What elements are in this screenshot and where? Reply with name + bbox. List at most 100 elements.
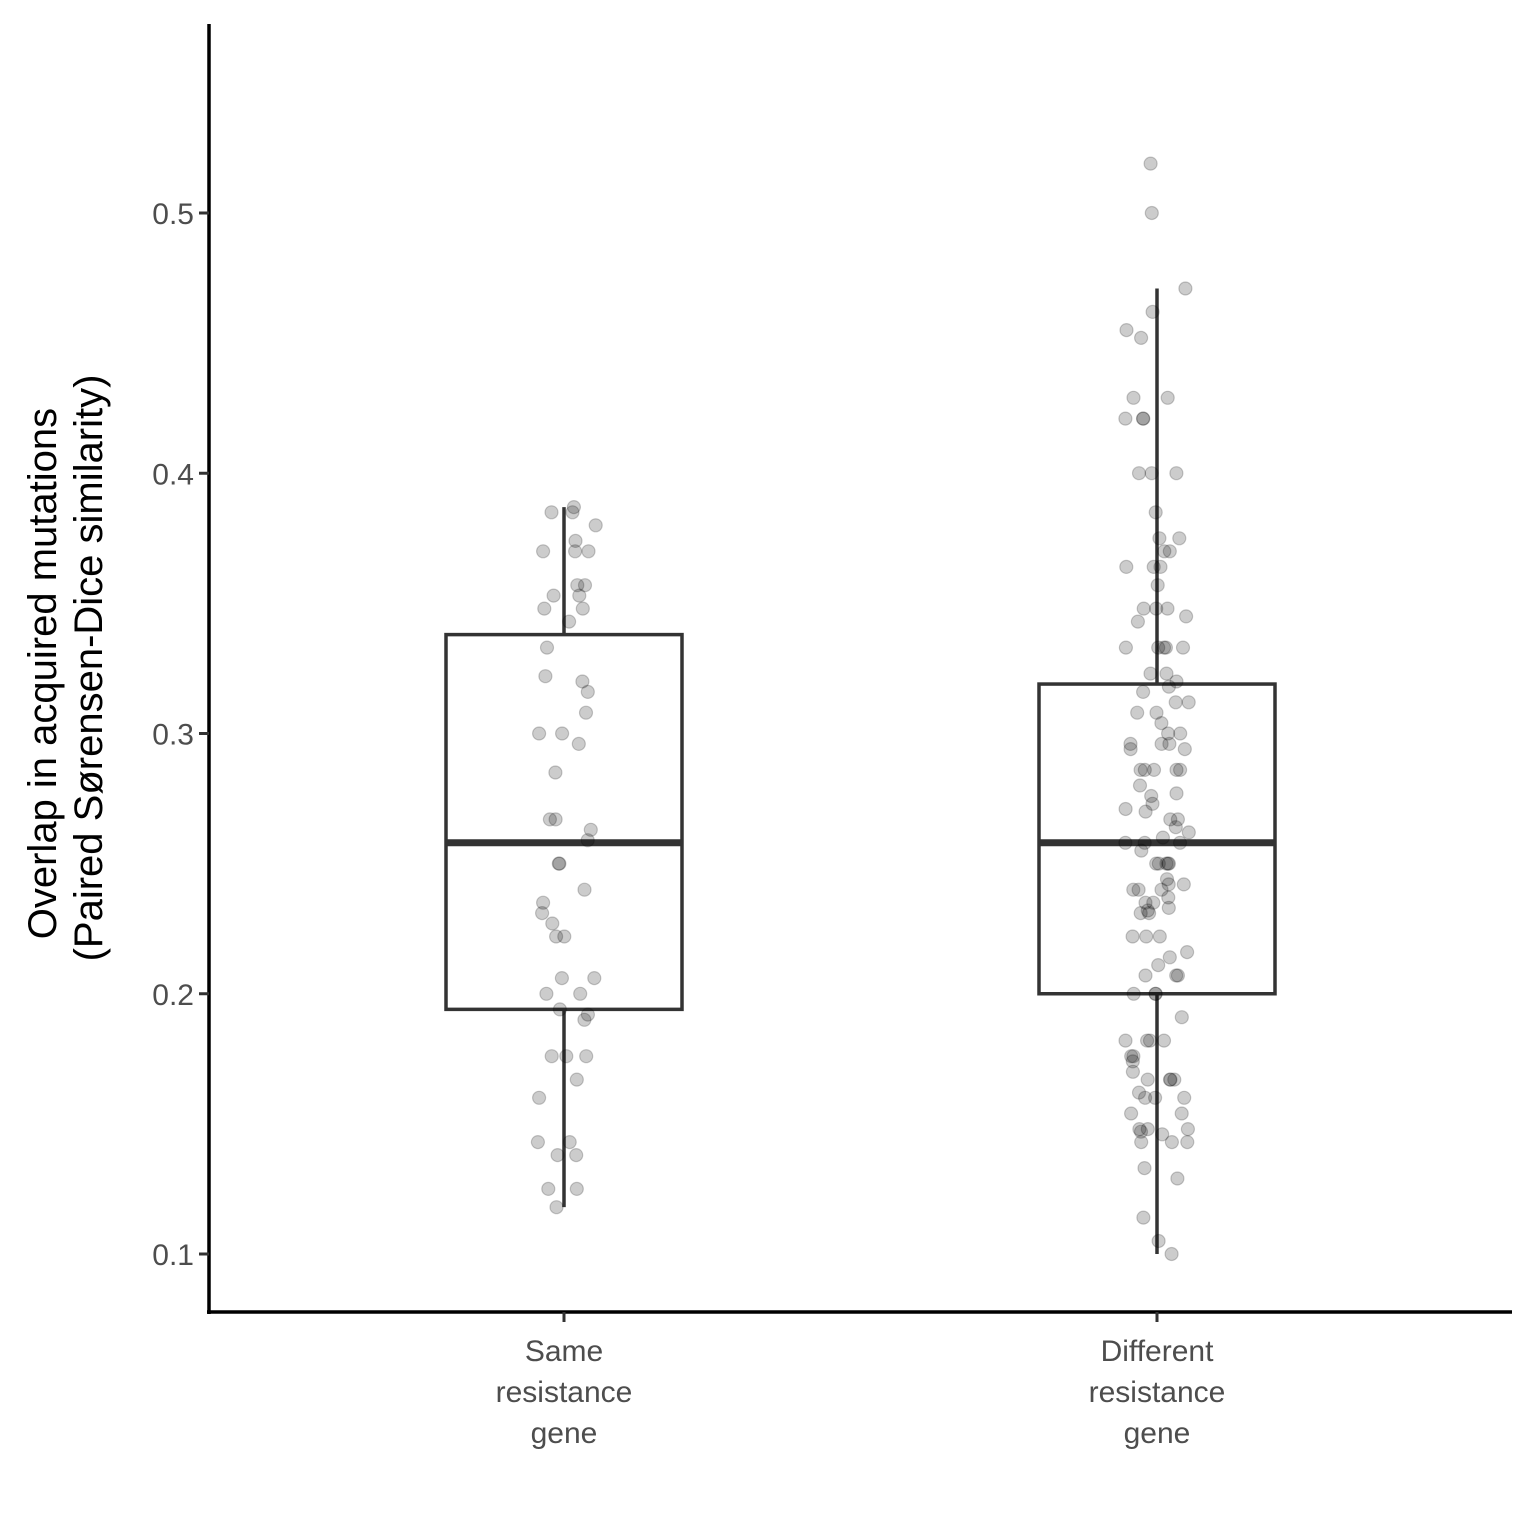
data-point — [1154, 882, 1169, 897]
data-point — [569, 1147, 584, 1163]
data-point — [1146, 559, 1161, 575]
data-point — [539, 640, 555, 655]
data-point — [1177, 741, 1192, 757]
data-point — [1140, 903, 1155, 918]
data-point — [1134, 843, 1149, 858]
data-point — [1151, 957, 1166, 973]
data-point — [1170, 968, 1186, 983]
data-point — [1137, 1160, 1152, 1176]
data-point — [541, 1181, 556, 1197]
y-axis-title-line-1: Overlap in acquired mutations — [21, 408, 65, 939]
data-point — [1163, 1072, 1178, 1087]
data-point — [1173, 726, 1188, 741]
data-point — [1148, 505, 1163, 520]
data-point — [578, 705, 594, 720]
y-tick-label: 0.1 — [152, 1239, 194, 1272]
data-point — [1125, 1064, 1141, 1079]
x-tick-label: Same resistance gene — [496, 1335, 633, 1450]
data-point — [1137, 1090, 1153, 1105]
y-tick-label: 0.5 — [152, 198, 194, 231]
data-point — [1136, 1210, 1151, 1225]
data-point — [535, 895, 551, 910]
data-point — [1169, 674, 1184, 689]
data-point — [1135, 411, 1151, 426]
data-point — [1136, 411, 1151, 426]
data-point — [545, 916, 560, 931]
data-point — [531, 726, 547, 741]
data-point — [549, 1200, 564, 1215]
x-tick-label-line: gene — [531, 1417, 598, 1450]
data-point — [1170, 1171, 1185, 1186]
data-point — [1180, 1134, 1195, 1150]
data-point — [1148, 986, 1163, 1001]
data-point — [1164, 1134, 1180, 1150]
data-point — [1138, 968, 1153, 983]
x-ticks: Same resistance gene Different resistance gen… — [496, 1312, 1225, 1450]
data-point — [568, 533, 583, 549]
data-point — [544, 1049, 559, 1064]
data-point — [1159, 872, 1175, 887]
data-point — [1152, 929, 1167, 944]
data-point — [1146, 895, 1161, 910]
y-tick-label: 0.3 — [152, 719, 194, 752]
data-point — [1169, 968, 1184, 983]
data-point — [1149, 705, 1164, 720]
data-point — [1155, 1127, 1170, 1142]
data-point — [1179, 944, 1195, 960]
data-point — [535, 544, 551, 559]
data-point — [1145, 796, 1160, 811]
data-point — [1133, 330, 1149, 345]
data-point — [1161, 856, 1177, 871]
data-point — [1131, 1085, 1147, 1100]
data-point — [1149, 856, 1164, 871]
data-point — [559, 1049, 574, 1064]
data-point — [1123, 1106, 1139, 1121]
data-point — [577, 578, 593, 593]
data-point — [1176, 877, 1191, 892]
data-point — [1118, 835, 1133, 850]
data-point — [587, 970, 602, 986]
data-point — [1151, 640, 1166, 655]
data-point — [1147, 1090, 1163, 1105]
data-point — [1160, 390, 1175, 405]
data-point — [1181, 825, 1196, 840]
axes — [207, 24, 1512, 1314]
data-point — [1161, 890, 1176, 905]
data-point — [552, 1002, 568, 1017]
data-point — [1132, 1121, 1147, 1137]
data-point — [530, 1134, 546, 1150]
data-point — [1162, 950, 1177, 965]
data-point — [1151, 856, 1166, 871]
data-point — [1133, 762, 1148, 778]
data-point — [1131, 882, 1146, 897]
data-point — [539, 986, 554, 1001]
data-point — [1138, 895, 1153, 910]
y-axis-title: Overlap in acquired mutations (Paired Sø… — [21, 375, 111, 962]
data-point — [1161, 900, 1176, 916]
data-point — [1160, 856, 1176, 871]
box-iqr — [444, 632, 684, 1012]
data-point — [1123, 741, 1138, 757]
data-point — [580, 684, 595, 700]
data-point — [548, 929, 564, 944]
data-point — [1178, 609, 1194, 624]
data-point — [1144, 466, 1159, 481]
data-point — [1170, 812, 1186, 827]
data-point — [1153, 559, 1168, 575]
data-point — [577, 882, 592, 897]
data-point — [1139, 929, 1154, 944]
data-point — [551, 856, 566, 871]
data-point — [1175, 640, 1191, 655]
data-point — [1169, 762, 1184, 778]
data-point — [544, 505, 559, 520]
data-point — [1131, 466, 1147, 481]
data-point — [1149, 601, 1164, 616]
data-point — [1167, 1072, 1182, 1087]
data-point — [534, 905, 550, 921]
data-point — [546, 588, 561, 603]
data-point — [1118, 1033, 1133, 1048]
data-point — [1141, 905, 1157, 921]
data-point — [554, 970, 570, 986]
data-point — [1118, 640, 1134, 655]
